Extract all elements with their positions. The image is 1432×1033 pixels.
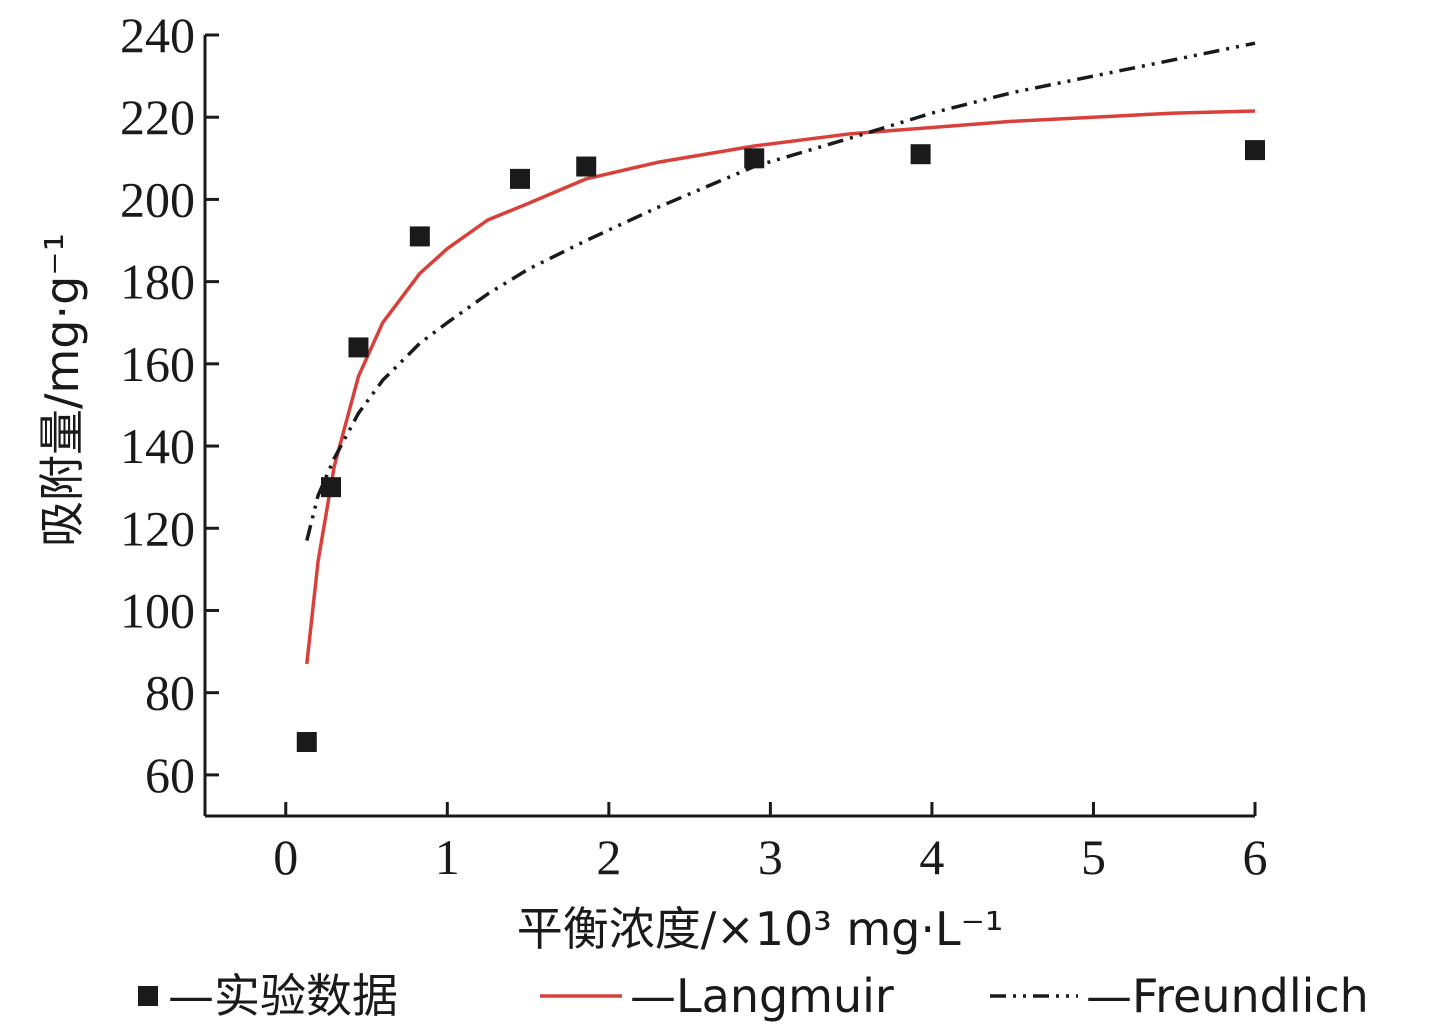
y-tick-label: 220 [120,89,195,145]
y-tick-label: 240 [120,7,195,63]
y-tick-label: 160 [120,336,195,392]
legend-label: —实验数据 [168,969,398,1023]
y-tick-label: 200 [120,171,195,227]
legend-marker [138,986,158,1006]
data-point [576,156,597,177]
data-point [1245,140,1265,161]
data-point [296,732,317,753]
data-point [409,226,430,247]
y-tick-label: 140 [120,418,195,474]
x-axis-title: 平衡浓度/×10³ mg·L⁻¹ [517,902,1004,956]
data-point [321,477,341,498]
data-point [510,168,530,189]
y-tick-label: 120 [120,500,195,556]
data-point [910,144,931,165]
x-tick-label: 2 [596,829,621,885]
legend-label: —Langmuir [630,969,894,1023]
x-tick-label: 1 [435,829,460,885]
data-point [744,148,765,169]
y-tick-label: 180 [120,254,195,310]
data-point [348,337,369,358]
x-tick-label: 6 [1243,829,1268,885]
x-tick-label: 4 [919,829,944,885]
y-tick-label: 80 [145,665,195,721]
axes: 60 80 100 120 140 160 180 200 220 240 0 1 2 3 4 5 6 [120,7,1268,885]
legend-label: —Freundlich [1086,969,1369,1023]
x-tick-label: 3 [758,829,783,885]
y-axis-title: 吸附量/mg·g⁻¹ [35,233,89,547]
series-line-2 [305,41,1256,542]
series-line-1 [305,109,1256,665]
y-tick-label: 60 [145,747,195,803]
x-tick-label: 0 [273,829,298,885]
y-tick-label: 100 [120,582,195,638]
plot-area [296,41,1265,753]
legend: —实验数据 —Langmuir —Freundlich [138,969,1369,1023]
x-tick-label: 5 [1081,829,1106,885]
